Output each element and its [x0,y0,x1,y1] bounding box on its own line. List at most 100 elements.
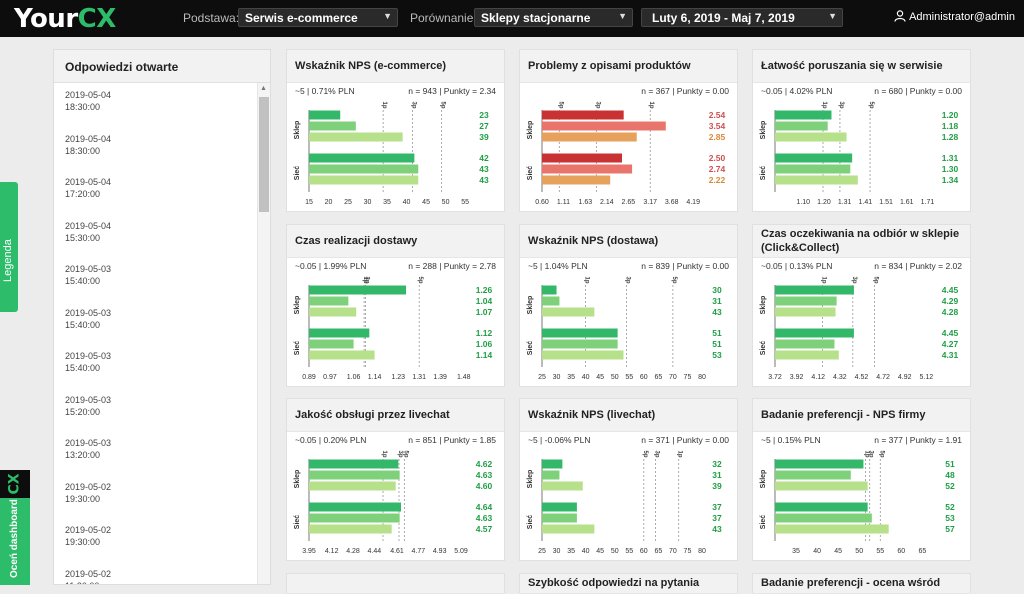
date-range-picker[interactable]: Luty 6, 2019 - Maj 7, 2019 ▼ [641,8,843,27]
answer-time: 15:40:00 [65,363,101,373]
bar-value-label: 4.60 [476,481,493,491]
group-label: Sklep [760,121,767,140]
axis-tick-label: 2.65 [622,199,636,206]
cx-logo-icon: CX [0,470,30,498]
metric-card: Czas realizacji dostawy ~0.05 | 1.99% PLN… [286,224,505,387]
answer-item[interactable]: 2019-05-03 13:20:00 [54,431,257,475]
answer-item[interactable]: 2019-05-04 18:30:00 [54,83,257,127]
axis-tick-label: 3.17 [643,199,657,206]
axis-tick-label: 1.11 [557,199,570,206]
bar-value-label: 4.64 [476,502,493,512]
bar-value-label: 27 [479,121,489,131]
metric-meta-right: n = 851 | Punkty = 1.85 [408,435,496,445]
scrollbar[interactable]: ▲ [257,83,270,584]
axis-tick-label: 4.77 [412,548,426,555]
answer-date: 2019-05-03 [65,264,112,274]
metric-meta-right: n = 680 | Punkty = 0.00 [874,86,962,96]
answer-item[interactable]: 2019-05-04 17:20:00 [54,170,257,214]
answer-time: 15:40:00 [65,276,101,286]
bar [775,328,854,338]
metric-meta-left: ~0.05 | 4.02% PLN [761,86,833,96]
axis-tick-label: 50 [442,199,450,206]
axis-tick-label: 1.31 [412,374,426,381]
bar [775,502,868,512]
metric-card-title: Jakość obsługi przez livechat [287,399,504,432]
bar-value-label: 1.04 [476,296,493,306]
answer-time: 18:30:00 [65,145,101,156]
logo: YourCX [14,4,116,34]
answer-item[interactable]: 2019-05-02 19:30:00 [54,518,257,562]
group-label: Sieć [294,166,301,181]
axis-tick-label: 35 [567,548,575,555]
threshold-label: 3p [363,276,369,283]
side-tabs: Legenda CX Oceń dashboard [0,37,30,585]
threshold-label: 1p [821,101,827,108]
answer-date: 2019-05-04 [65,220,112,231]
bar [542,513,577,523]
basis-select[interactable]: Serwis e-commerce ▼ [238,8,398,27]
answer-item[interactable]: 2019-05-02 19:30:00 [54,475,257,519]
axis-tick-label: 35 [792,548,800,555]
scrollbar-thumb[interactable] [259,97,269,212]
compare-select[interactable]: Sklepy stacjonarne ▼ [474,8,633,27]
bar-value-label: 3.54 [709,121,726,131]
answer-time: 15:20:00 [65,406,101,417]
axis-tick-label: 35 [567,374,575,381]
axis-tick-label: 45 [596,374,604,381]
metric-meta-left: ~5 | 0.15% PLN [761,435,821,445]
bar-value-label: 1.30 [942,164,959,174]
axis-tick-label: 1.20 [817,199,831,206]
axis-tick-label: 65 [918,548,926,555]
threshold-label: 3p [410,101,416,108]
bar-value-label: 32 [712,459,722,469]
rate-dashboard-label: Oceń dashboard [9,499,20,578]
metric-meta-left: ~0.05 | 1.99% PLN [295,261,367,271]
answer-item[interactable]: 2019-05-03 15:40:00 [54,344,257,388]
axis-tick-label: 1.39 [433,374,447,381]
bar-value-label: 52 [945,502,955,512]
rate-dashboard-tab[interactable]: CX Oceń dashboard [0,470,30,585]
basis-label: Podstawa: [183,11,240,25]
answer-item[interactable]: 2019-05-04 18:30:00 [54,127,257,171]
axis-tick-label: 4.12 [325,548,339,555]
threshold-label: 5p [417,276,423,283]
scroll-up-icon[interactable]: ▲ [260,85,267,92]
bar-value-label: 4.63 [476,470,493,480]
axis-tick-label: 55 [625,548,633,555]
bar-value-label: 2.22 [709,175,726,185]
answer-item[interactable]: 2019-05-04 15:30:00 [54,214,257,258]
axis-tick-label: 1.41 [859,199,873,206]
bar-value-label: 4.29 [942,296,959,306]
answer-item[interactable]: 2019-05-0211:30:00 [54,562,257,585]
bar-value-label: 1.34 [942,175,959,185]
legend-tab[interactable]: Legenda [0,182,18,312]
bar [775,459,864,469]
bar-value-label: 1.26 [476,285,493,295]
bar-value-label: 4.57 [476,524,493,534]
answer-item[interactable]: 2019-05-03 15:40:00 [54,301,257,345]
axis-tick-label: 0.97 [323,374,337,381]
group-label: Sieć [294,515,301,530]
bar [542,524,595,534]
answer-time: 19:30:00 [65,493,101,504]
axis-tick-label: 20 [325,199,333,206]
threshold-label: 5p [402,450,408,457]
bar-value-label: 4.63 [476,513,493,523]
answer-date: 2019-05-02 [65,525,112,535]
axis-tick-label: 1.51 [879,199,893,206]
axis-tick-label: 50 [855,548,863,555]
answer-date: 2019-05-03 [65,438,112,448]
answer-item[interactable]: 2019-05-03 15:40:00 [54,257,257,301]
chevron-down-icon: ▼ [618,11,627,21]
user-menu[interactable]: Administrator@admin [894,10,1015,23]
answer-item[interactable]: 2019-05-03 15:20:00 [54,388,257,432]
axis-tick-label: 65 [654,374,662,381]
axis-tick-label: 1.61 [900,199,914,206]
bar-value-label: 30 [712,285,722,295]
bar [775,296,837,306]
bar-value-label: 4.45 [942,328,959,338]
metric-card-title: Badanie preferencji - ocena wśród [753,574,970,594]
